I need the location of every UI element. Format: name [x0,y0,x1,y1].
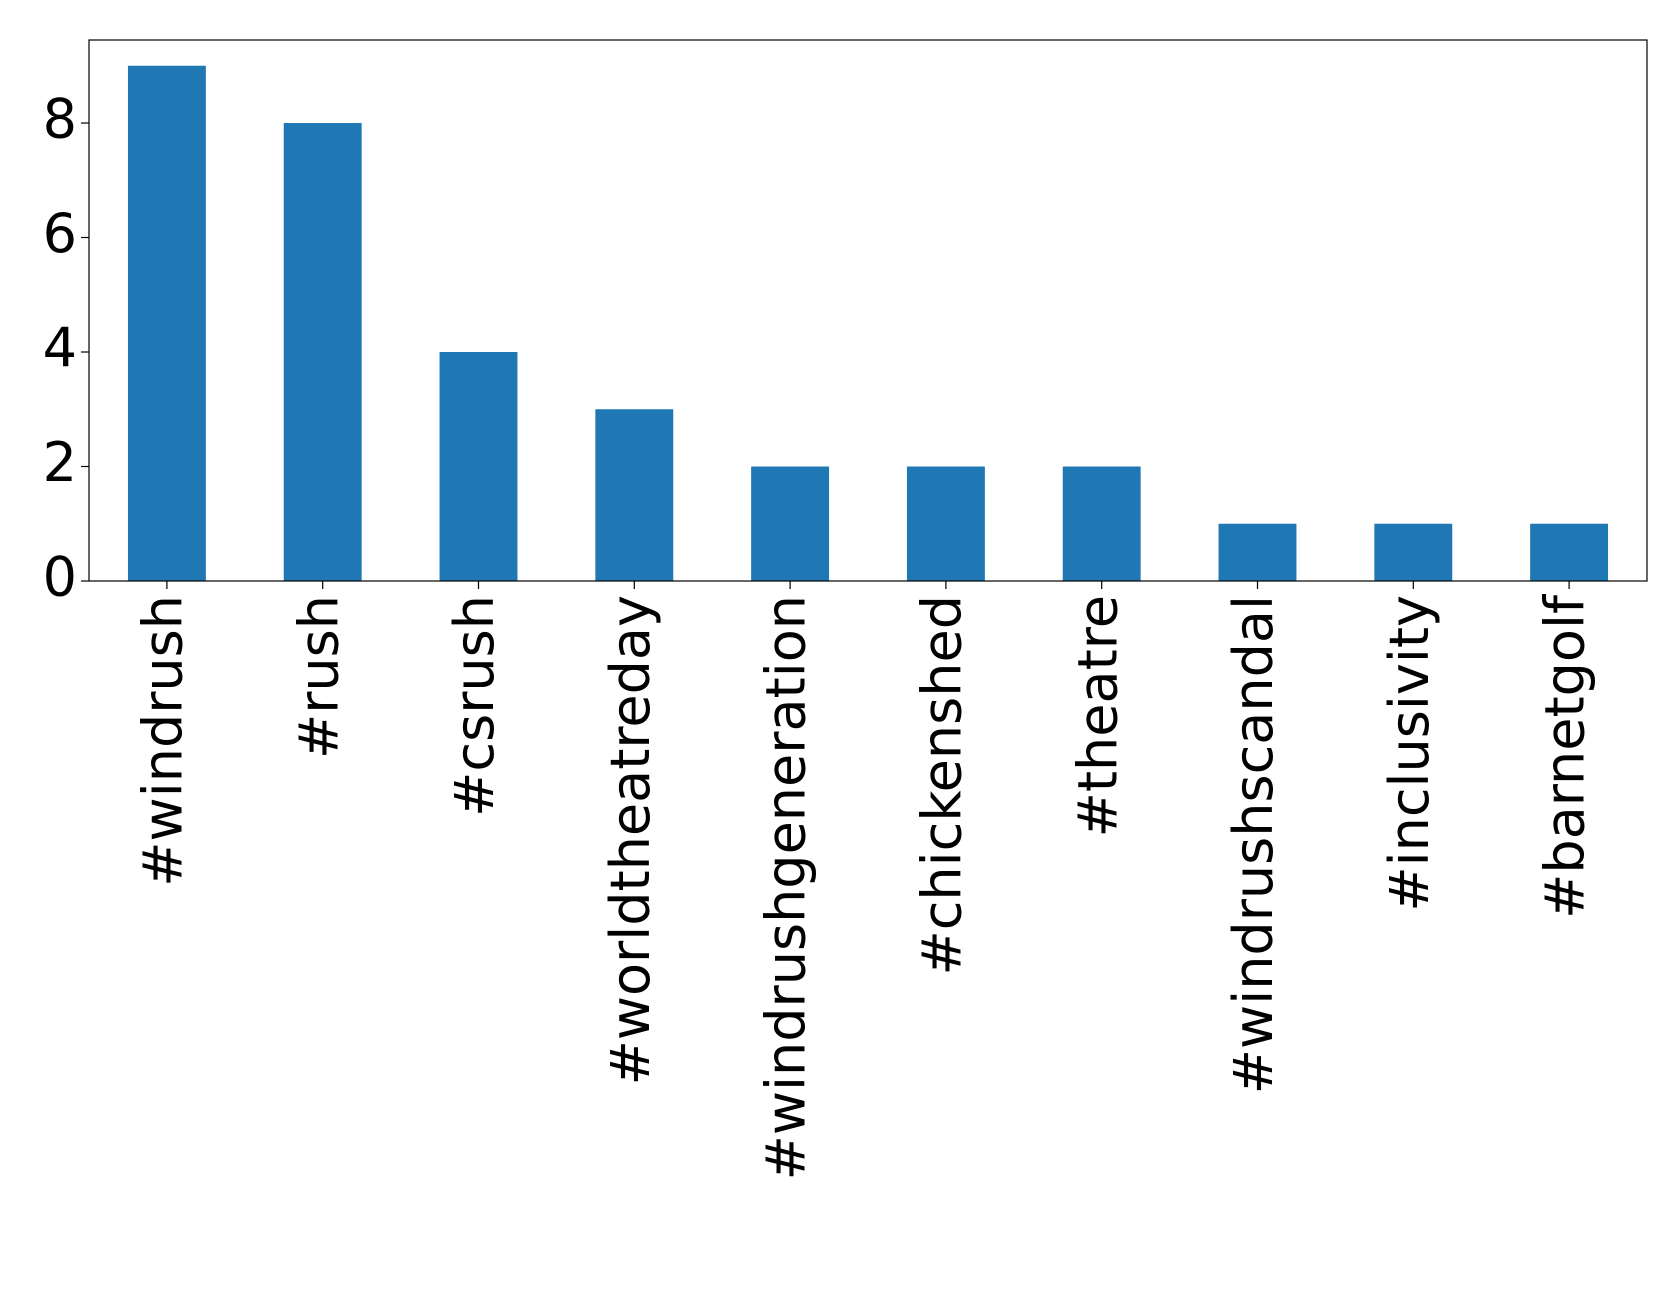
y-tick-label: 4 [43,317,77,380]
bar [127,65,206,581]
bar [1218,523,1297,581]
x-tick-label: #windrushscandal [1222,595,1285,1094]
x-tick-label: #barnetgolf [1534,593,1597,919]
bar [439,352,518,581]
bar [1374,523,1453,581]
y-tick-label: 6 [43,202,77,265]
y-tick-label: 0 [43,546,77,609]
bar [906,466,985,581]
y-tick-label: 8 [43,88,77,151]
bar [1530,523,1609,581]
x-tick-label: #theatre [1066,595,1129,837]
x-tick-label: #windrushgeneration [755,595,818,1180]
x-tick-label: #worldtheatreday [599,595,662,1085]
bar [595,409,674,581]
bar [283,123,362,581]
x-tick-label: #windrush [132,595,195,887]
x-tick-label: #inclusivity [1378,595,1441,912]
x-tick-label: #csrush [443,595,506,817]
y-tick-label: 2 [43,431,77,494]
x-tick-label: #chickenshed [911,595,974,976]
bar [1062,466,1141,581]
x-tick-label: #rush [287,595,350,759]
plot-frame [88,39,1648,582]
bar [751,466,830,581]
